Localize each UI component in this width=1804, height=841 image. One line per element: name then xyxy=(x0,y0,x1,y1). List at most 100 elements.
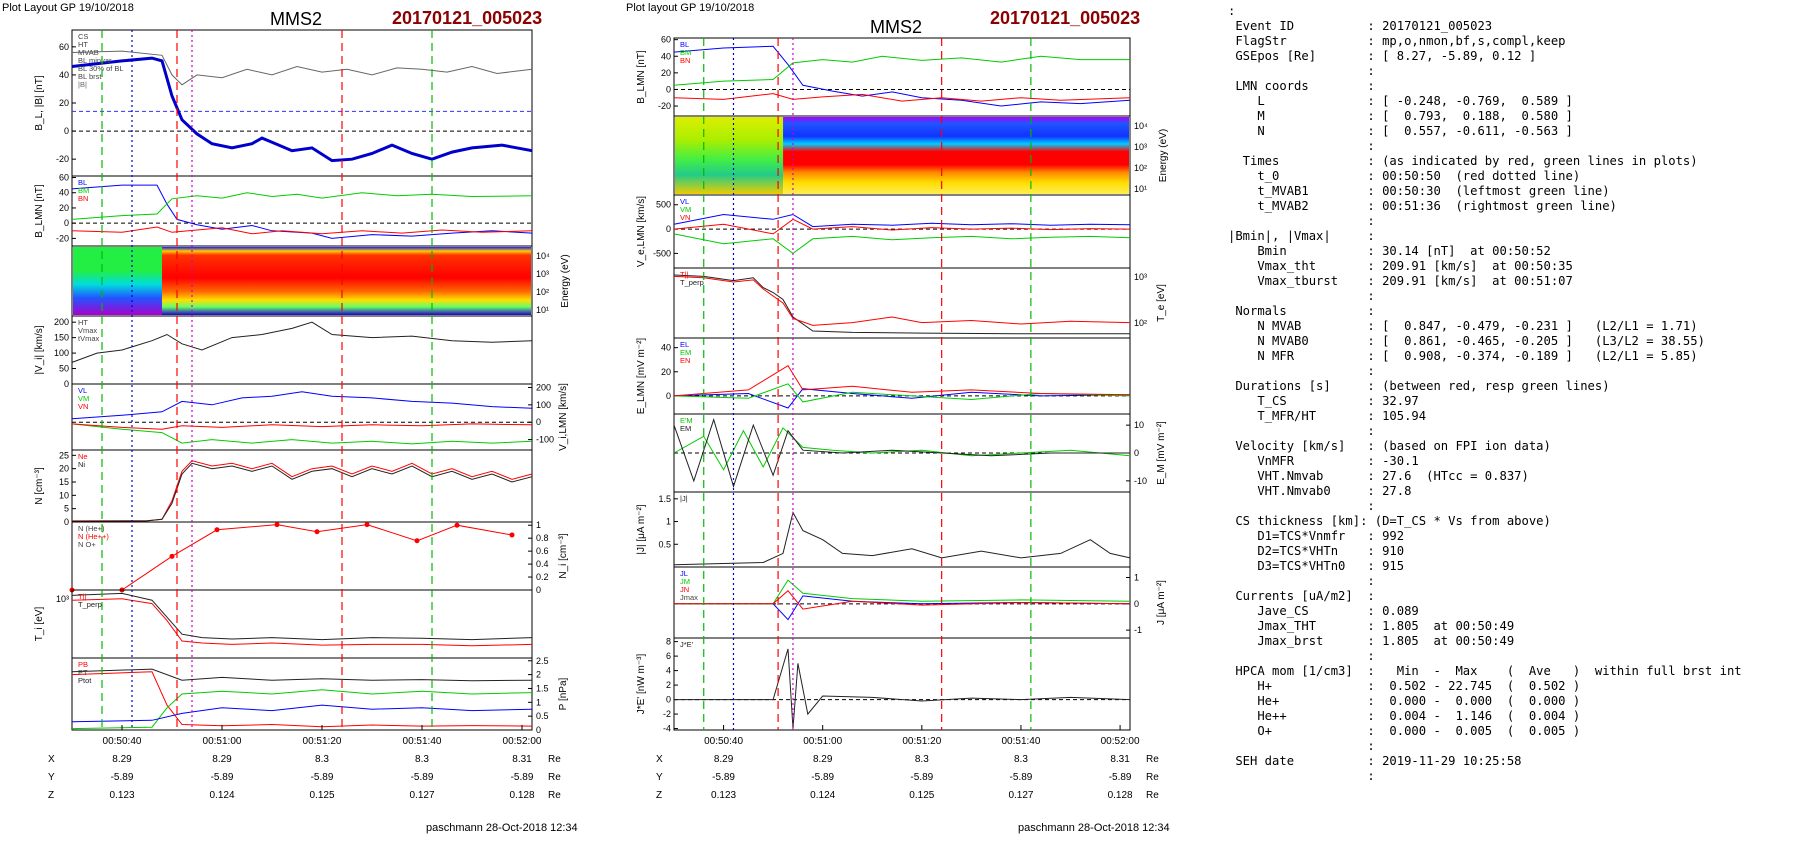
series-line-|J| xyxy=(673,511,1131,566)
legend-entry: Ptot xyxy=(78,676,92,685)
series-line-N (He++) xyxy=(72,524,513,591)
y-tick-label: 0 xyxy=(64,218,69,228)
ephemeris-unit: Re xyxy=(548,790,561,800)
summary-line: : xyxy=(1228,649,1375,663)
spectrogram-tick-label: 10² xyxy=(536,287,549,297)
legend-entry: JM xyxy=(680,577,690,586)
y-tick-label: 0.6 xyxy=(536,546,549,556)
series-line-E'M xyxy=(673,427,1131,471)
y-tick-label: -20 xyxy=(658,101,671,111)
series-line-VL xyxy=(71,391,533,420)
x-tick-label: 00:51:00 xyxy=(203,736,242,747)
ephemeris-value: 8.31 xyxy=(1110,754,1130,765)
spectrogram-post xyxy=(783,117,1129,194)
ephemeris-value: 0.125 xyxy=(909,790,934,800)
series-line-VN xyxy=(71,423,533,430)
y-tick-label: 0.4 xyxy=(536,559,549,569)
summary-line: : xyxy=(1228,424,1375,438)
panel-frame xyxy=(71,175,533,247)
y-tick-label: 0.5 xyxy=(536,711,549,721)
legend-entry: VN xyxy=(680,213,690,222)
panel-Ni-HPCA: 1 0.8 0.6 0.4 0.2 0 N_i [cm⁻³] N (He+)N (He++)N… xyxy=(69,520,569,595)
summary-line: t_0 : 00:50:50 (red dotted line) xyxy=(1228,169,1581,183)
summary-line: HPCA mom [1/cm3] : Min - Max ( Ave ) wit… xyxy=(1228,664,1742,678)
series-line-BL xyxy=(673,45,1131,107)
summary-line: Currents [uA/m2] : xyxy=(1228,589,1375,603)
y-tick-label: 0 xyxy=(64,517,69,527)
panel-frame xyxy=(71,657,533,731)
legend-entry: N (He+) xyxy=(78,524,105,533)
summary-line: CS thickness [km]: (D=T_CS * Vs from abo… xyxy=(1228,514,1551,528)
summary-line: VnMFR : -30.1 xyxy=(1228,454,1419,468)
spectrogram-tick-label: 10¹ xyxy=(1134,184,1147,194)
series-line-EM xyxy=(673,417,1130,489)
legend-entry: VM xyxy=(78,394,89,403)
summary-line: Event ID : 20170121_005023 xyxy=(1228,19,1493,33)
y-tick-label: 0 xyxy=(666,391,671,401)
y-tick-label: 1.5 xyxy=(536,683,549,693)
series-marker xyxy=(214,527,220,533)
series-line-EM xyxy=(673,383,1131,403)
legend-entry: HT xyxy=(78,318,88,327)
event-summary-panel: : Event ID : 20170121_005023 FlagStr : m… xyxy=(1228,4,1800,834)
series-line-T|| xyxy=(673,275,1131,326)
series-marker xyxy=(364,522,370,528)
y-tick-label: 1 xyxy=(536,520,541,530)
ephemeris-value: 8.3 xyxy=(1014,754,1028,765)
ephemeris-value: 8.3 xyxy=(415,754,429,765)
y-tick-label: 60 xyxy=(59,42,69,52)
summary-line: Durations [s] : (between red, resp green… xyxy=(1228,379,1610,393)
panel-Ti: 10³ T_i [eV] T||T_perp xyxy=(34,589,533,659)
y-axis-label: T_i [eV] xyxy=(34,607,45,642)
ephemeris-value: 0.128 xyxy=(509,790,534,800)
ephemeris-value: -5.89 xyxy=(411,772,434,783)
y-tick-label: 1 xyxy=(536,697,541,707)
legend-entry: MVAB xyxy=(78,48,99,57)
series-marker xyxy=(274,522,280,528)
series-line-Ptot xyxy=(71,668,533,682)
y-tick-label: 0 xyxy=(666,84,671,94)
series-marker xyxy=(414,538,420,544)
legend-entry: BM xyxy=(680,48,691,57)
y-tick-label: 1 xyxy=(666,517,671,527)
legend-entry: BN xyxy=(680,56,690,65)
legend-entry: PT xyxy=(78,668,88,677)
y-tick-label: -20 xyxy=(56,154,69,164)
panel-J-magnitude: 1.5 1 0.5 |J| [μA m⁻²] |J| xyxy=(636,491,1131,568)
summary-line: t_MVAB1 : 00:50:30 (leftmost green line) xyxy=(1228,184,1610,198)
legend-entry: T_perp xyxy=(680,278,704,287)
ephemeris-value: -5.89 xyxy=(811,772,834,783)
y-tick-label: 10³ xyxy=(56,594,69,604)
y-axis-label: |V_i| [km/s] xyxy=(34,325,45,374)
legend-entry: Jmax xyxy=(680,593,698,602)
y-tick-label: -10 xyxy=(1134,476,1147,486)
left-plot-layout-label: Plot Layout GP 19/10/2018 xyxy=(2,2,134,14)
y-tick-label: 200 xyxy=(54,317,69,327)
y-tick-label: 20 xyxy=(59,203,69,213)
ephemeris-unit: Re xyxy=(1146,790,1159,800)
y-axis-label: N_i [cm⁻³] xyxy=(558,533,569,579)
y-tick-label: 20 xyxy=(59,464,69,474)
x-tick-label: 00:51:40 xyxy=(1001,736,1040,747)
x-tick-label: 00:52:00 xyxy=(1101,736,1140,747)
y-tick-label: 40 xyxy=(661,343,671,353)
y-axis-label: B_LMN [nT] xyxy=(636,50,647,104)
ephemeris-row-label: Z xyxy=(656,790,662,800)
legend-entry: EM xyxy=(680,348,691,357)
x-tick-label: 00:51:40 xyxy=(403,736,442,747)
panel-JdotE: 8 6 4 2 0 -2 -4 J*E' [nW m⁻³] J*E' xyxy=(636,637,1131,734)
panel-frame xyxy=(71,589,533,659)
series-line-JL xyxy=(674,595,1131,621)
spectrogram-pre xyxy=(73,247,162,315)
summary-line: Jmax_brst : 1.805 at 00:50:49 xyxy=(1228,634,1515,648)
legend-entry: VN xyxy=(78,402,88,411)
panel-frame xyxy=(673,337,1131,415)
y-axis-label: N [cm⁻³] xyxy=(34,467,45,505)
summary-line: : xyxy=(1228,214,1375,228)
